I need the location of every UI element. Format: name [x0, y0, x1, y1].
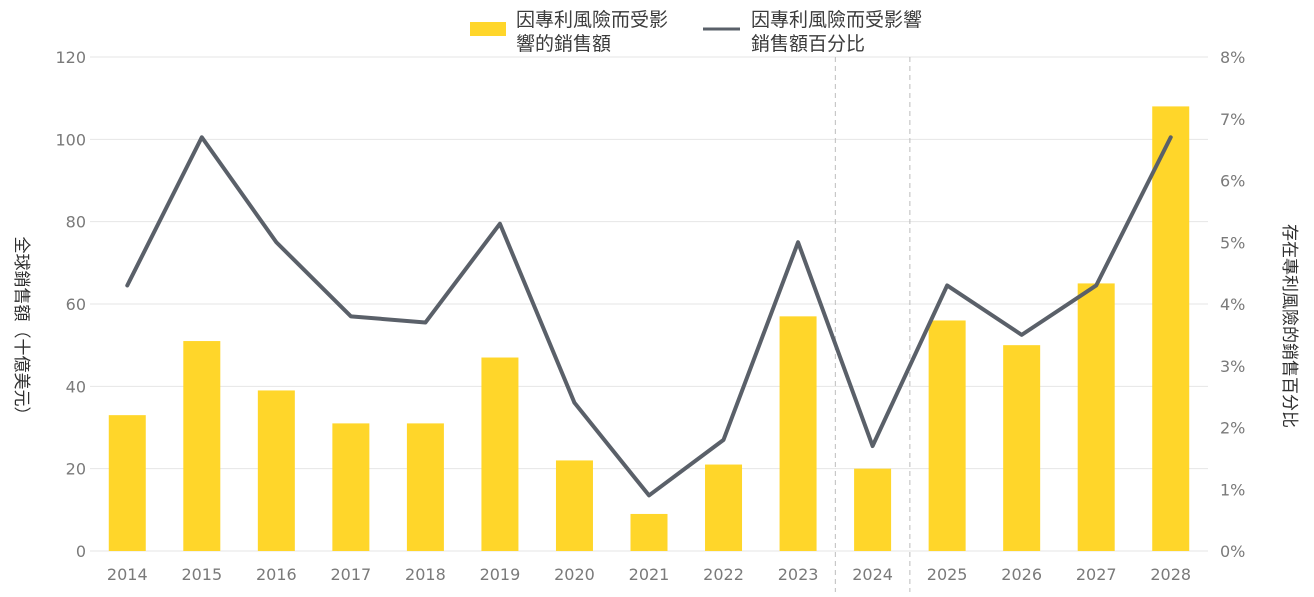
- legend-bar-label-line2: 響的銷售額: [516, 33, 611, 55]
- line-point-2024: [871, 444, 875, 448]
- bar-2017: [332, 423, 370, 551]
- x-tick-label: 2019: [480, 565, 521, 584]
- bar-series: [108, 106, 1190, 552]
- legend-bar-swatch: [470, 22, 506, 36]
- bar-2026: [1003, 345, 1041, 551]
- x-tick-label: 2027: [1076, 565, 1117, 584]
- x-tick-label: 2014: [107, 565, 148, 584]
- line-point-2025: [945, 283, 949, 287]
- line-point-2027: [1094, 283, 1098, 287]
- bar-2016: [257, 390, 295, 551]
- x-tick-label: 2015: [181, 565, 222, 584]
- line-point-2023: [796, 240, 800, 244]
- left-axis-title: 全球銷售額（十億美元）: [11, 237, 31, 424]
- line-point-2026: [1020, 333, 1024, 337]
- bar-2019: [481, 357, 519, 551]
- y-tick-label: 0: [76, 542, 86, 561]
- x-tick-label: 2024: [852, 565, 893, 584]
- legend-bar-label-line1: 因專利風險而受影: [516, 9, 668, 31]
- x-tick-label: 2018: [405, 565, 446, 584]
- y2-tick-label: 1%: [1220, 480, 1245, 499]
- line-point-2022: [722, 438, 726, 442]
- x-tick-label: 2028: [1150, 565, 1191, 584]
- y-tick-label: 120: [55, 48, 86, 67]
- line-point-2017: [349, 314, 353, 318]
- line-point-2028: [1169, 135, 1173, 139]
- y2-tick-label: 0%: [1220, 542, 1245, 561]
- x-tick-label: 2016: [256, 565, 297, 584]
- y-tick-label: 100: [55, 130, 86, 149]
- x-tick-label: 2022: [703, 565, 744, 584]
- y-tick-label: 60: [66, 295, 86, 314]
- gridlines: [90, 56, 1208, 552]
- x-tick-label: 2025: [927, 565, 968, 584]
- dashed-separators: [834, 57, 911, 592]
- y2-tick-label: 8%: [1220, 48, 1245, 67]
- bar-2028: [1152, 106, 1190, 552]
- right-axis-ticks: 0% 1% 2% 3% 4% 5% 6% 7% 8%: [1220, 48, 1245, 561]
- y2-tick-label: 4%: [1220, 295, 1245, 314]
- x-tick-label: 2017: [331, 565, 372, 584]
- legend: 因專利風險而受影 響的銷售額 因專利風險而受影響 銷售額百分比: [470, 9, 922, 55]
- line-point-2019: [498, 222, 502, 226]
- y2-tick-label: 2%: [1220, 419, 1245, 438]
- left-axis-ticks: 0 20 40 60 80 100 120: [55, 48, 86, 561]
- y-tick-label: 40: [66, 377, 86, 396]
- y2-tick-label: 7%: [1220, 110, 1245, 129]
- legend-line-label-line2: 銷售額百分比: [751, 33, 865, 55]
- x-tick-label: 2023: [778, 565, 819, 584]
- bar-2020: [555, 460, 593, 551]
- bar-2027: [1077, 283, 1115, 551]
- line-point-2018: [423, 321, 427, 325]
- x-axis-ticks: 2014 2015 2016 2017 2018 2019 2020 2021 2022 2023…: [107, 565, 1191, 584]
- line-point-2016: [274, 240, 278, 244]
- y-tick-label: 20: [66, 460, 86, 479]
- y2-tick-label: 5%: [1220, 233, 1245, 252]
- bar-2018: [406, 423, 444, 551]
- bar-2025: [928, 320, 966, 551]
- bar-2023: [779, 316, 817, 551]
- y-tick-label: 80: [66, 213, 86, 232]
- line-point-2014: [125, 283, 129, 287]
- line-point-2021: [647, 493, 651, 497]
- bar-2022: [705, 464, 743, 551]
- line-point-2020: [572, 401, 576, 405]
- bar-2014: [108, 415, 146, 551]
- x-tick-label: 2021: [629, 565, 670, 584]
- bar-2021: [630, 513, 668, 551]
- bar-2024: [854, 468, 892, 551]
- x-tick-label: 2026: [1001, 565, 1042, 584]
- bar-2015: [183, 341, 221, 551]
- y2-tick-label: 3%: [1220, 357, 1245, 376]
- right-axis-title: 存在專利風險的銷售百分比: [1279, 224, 1299, 428]
- line-point-2015: [200, 135, 204, 139]
- legend-line-label-line1: 因專利風險而受影響: [751, 9, 922, 31]
- x-tick-label: 2020: [554, 565, 595, 584]
- y2-tick-label: 6%: [1220, 172, 1245, 191]
- line-series: [125, 135, 1173, 498]
